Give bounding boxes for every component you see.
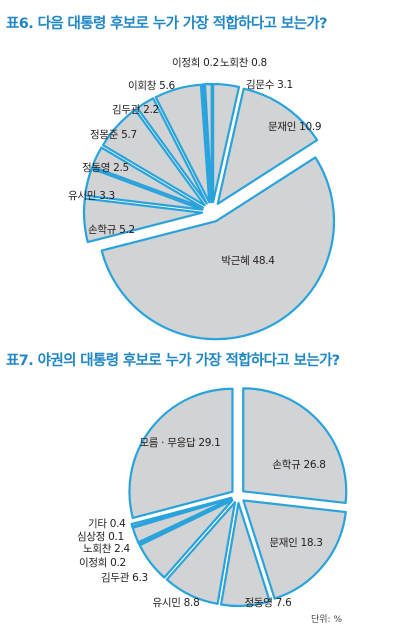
pie1-label-10: 노회찬 0.8 — [220, 57, 267, 69]
pie-chart-candidate-fitness: 김문수 3.1 문재인 10.9 박근혜 48.4 손학규 5.2 유시민 3.3 정동영… — [68, 57, 336, 341]
pie1-label-1: 문재인 10.9 — [268, 121, 321, 133]
chart-2-title: 표7. 야권의 대통령 후보로 누가 가장 적합하다고 보는가? — [6, 353, 340, 369]
pie1-label-3: 손학규 5.2 — [88, 224, 135, 236]
pie1-label-2: 박근혜 48.4 — [221, 255, 275, 267]
pie2-slice-1 — [242, 499, 347, 600]
pie1-label-5: 정동영 2.5 — [82, 162, 129, 174]
pie1-slice-5 — [91, 146, 205, 209]
pie1-label-9: 이정희 0.2 — [172, 57, 219, 69]
pie2-slice-9 — [128, 387, 234, 520]
pie1-slice-3 — [82, 197, 204, 244]
pie1-slice-4 — [84, 167, 204, 211]
unit-note: 단위: % — [310, 615, 342, 625]
pie1-label-0: 김문수 3.1 — [246, 79, 293, 91]
pie2-label-8: 기타 0.4 — [88, 518, 126, 530]
pie2-label-6: 노회찬 2.4 — [83, 543, 131, 555]
pie1-slice-6 — [101, 108, 206, 207]
pie1-slice-10 — [203, 82, 213, 204]
pie1-label-4: 유시민 3.3 — [68, 190, 115, 202]
pie2-label-5: 이정희 0.2 — [79, 557, 126, 569]
pie2-label-4: 김두관 6.3 — [101, 572, 148, 584]
chart-1-title: 표6. 다음 대통령 후보로 누가 가장 적합하다고 보는가? — [6, 16, 327, 32]
pie2-slice-3 — [165, 501, 237, 605]
pie2-label-1: 문재인 18.3 — [269, 537, 322, 549]
pie1-slice-1 — [216, 87, 319, 205]
pie1-slice-7 — [136, 97, 208, 205]
pie2-label-2: 정동영 7.6 — [245, 597, 293, 609]
pie2-label-3: 유시민 8.8 — [153, 597, 200, 609]
pie2-label-7: 심상정 0.1 — [77, 531, 124, 543]
pie1-slice-2 — [100, 156, 336, 341]
pie1-slice-0 — [212, 82, 241, 204]
pie2-slice-8 — [130, 496, 233, 528]
pie1-label-7: 김두관 2.2 — [112, 104, 159, 116]
pie1-label-6: 정몽준 5.7 — [90, 129, 137, 141]
pie1-slice-8 — [154, 83, 211, 204]
pie1-label-8: 이회창 5.6 — [128, 80, 176, 92]
pie2-slice-2 — [219, 501, 271, 608]
pie2-slice-4 — [138, 499, 234, 579]
pie2-label-9: 모름 · 무응답 29.1 — [139, 437, 220, 449]
pie2-label-0: 손학규 26.8 — [272, 459, 325, 471]
pie2-slice-0 — [242, 387, 348, 505]
